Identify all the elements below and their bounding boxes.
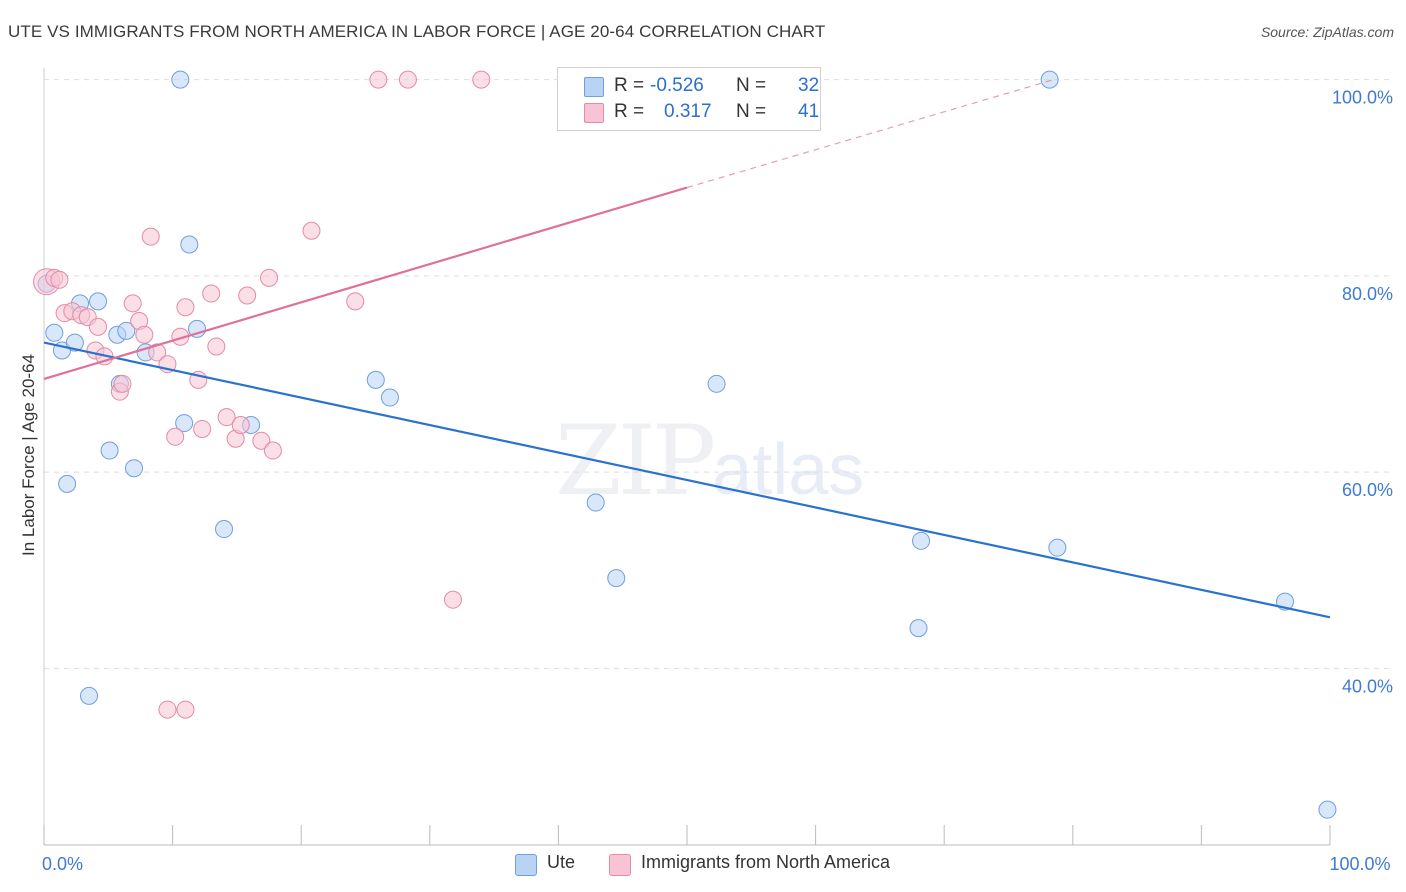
point-imm-37 [472,70,491,89]
point-imm-36 [443,590,462,609]
chart-title: UTE VS IMMIGRANTS FROM NORTH AMERICA IN … [8,22,826,41]
point-ute-12 [125,459,144,478]
point-imm-39 [158,700,177,719]
y-tick-label-100: 100.0% [1332,88,1393,108]
point-ute-7 [89,292,108,311]
point-imm-22 [193,419,212,438]
x-tick-label-100: 100.0% [1329,854,1390,874]
point-imm-25 [217,408,236,427]
point-imm-35 [398,70,417,89]
point-imm-34 [369,70,388,89]
point-ute-16 [180,235,199,254]
y-tick-label-60: 60.0% [1342,480,1393,500]
point-ute-8 [100,441,119,460]
watermark-atlas: atlas [712,430,865,510]
series-swatch-imm [609,854,631,876]
point-imm-11 [113,374,132,393]
point-ute-15 [175,414,194,433]
point-ute-21 [380,388,399,407]
point-ute-23 [607,569,626,588]
point-imm-23 [202,284,221,303]
trend-line-ute [43,341,1331,619]
legend-n-value-ute: 32 [798,75,820,96]
point-imm-27 [231,416,250,435]
series-label-imm: Immigrants from North America [641,852,891,872]
point-ute-3 [58,474,77,493]
point-ute-27 [1040,70,1059,89]
point-ute-29 [909,619,928,638]
watermark: ZIPatlas [555,405,864,517]
point-ute-11 [117,321,136,340]
legend-n-label-ute: N = [736,75,767,96]
trend-line-imm [43,186,688,380]
legend-r-label-imm: R = [614,101,645,122]
point-ute-31 [1318,800,1337,819]
legend-r-value-ute: -0.526 [650,75,704,96]
series-swatch-ute [515,854,537,876]
point-imm-18 [166,427,185,446]
point-imm-8 [89,317,108,336]
point-imm-14 [135,325,154,344]
y-axis-label: In Labor Force | Age 20-64 [19,354,38,556]
point-ute-1 [45,323,64,342]
point-imm-16 [148,343,167,362]
point-imm-29 [252,431,271,450]
point-imm-40 [176,700,195,719]
point-imm-12 [123,294,142,313]
point-imm-28 [238,286,257,305]
point-imm-30 [260,268,279,287]
point-imm-24 [207,337,226,356]
point-imm-2 [50,270,69,289]
watermark-zip: ZIP [555,405,716,517]
point-imm-15 [141,227,160,246]
correlation-legend: R = -0.526 N = 32 R = 0.317 N = 41 [557,67,821,131]
trend-line-dashed-imm [686,79,1054,189]
legend-n-value-imm: 41 [798,101,820,122]
point-ute-18 [215,520,234,539]
point-ute-14 [171,70,190,89]
legend-swatch-ute [584,77,604,97]
legend-swatch-imm [584,103,604,123]
series-legend: Ute Immigrants from North America [0,852,1406,878]
x-tick-label-0: 0.0% [42,854,83,874]
point-imm-20 [176,298,195,317]
y-tick-label-80: 80.0% [1342,284,1393,304]
point-ute-26 [912,531,931,550]
y-tick-label-40: 40.0% [1342,676,1393,696]
point-ute-6 [80,686,99,705]
legend-r-value-imm: 0.317 [664,101,712,122]
point-ute-4 [65,333,84,352]
point-imm-31 [263,441,282,460]
source-credit: Source: ZipAtlas.com [1260,24,1394,40]
point-imm-32 [302,221,321,240]
point-ute-20 [366,370,385,389]
legend-r-label-ute: R = [614,75,645,96]
series-label-ute: Ute [547,852,576,872]
legend-n-label-imm: N = [736,101,767,122]
point-ute-28 [1048,538,1067,557]
point-ute-25 [707,374,726,393]
point-imm-33 [346,292,365,311]
point-ute-22 [586,493,605,512]
